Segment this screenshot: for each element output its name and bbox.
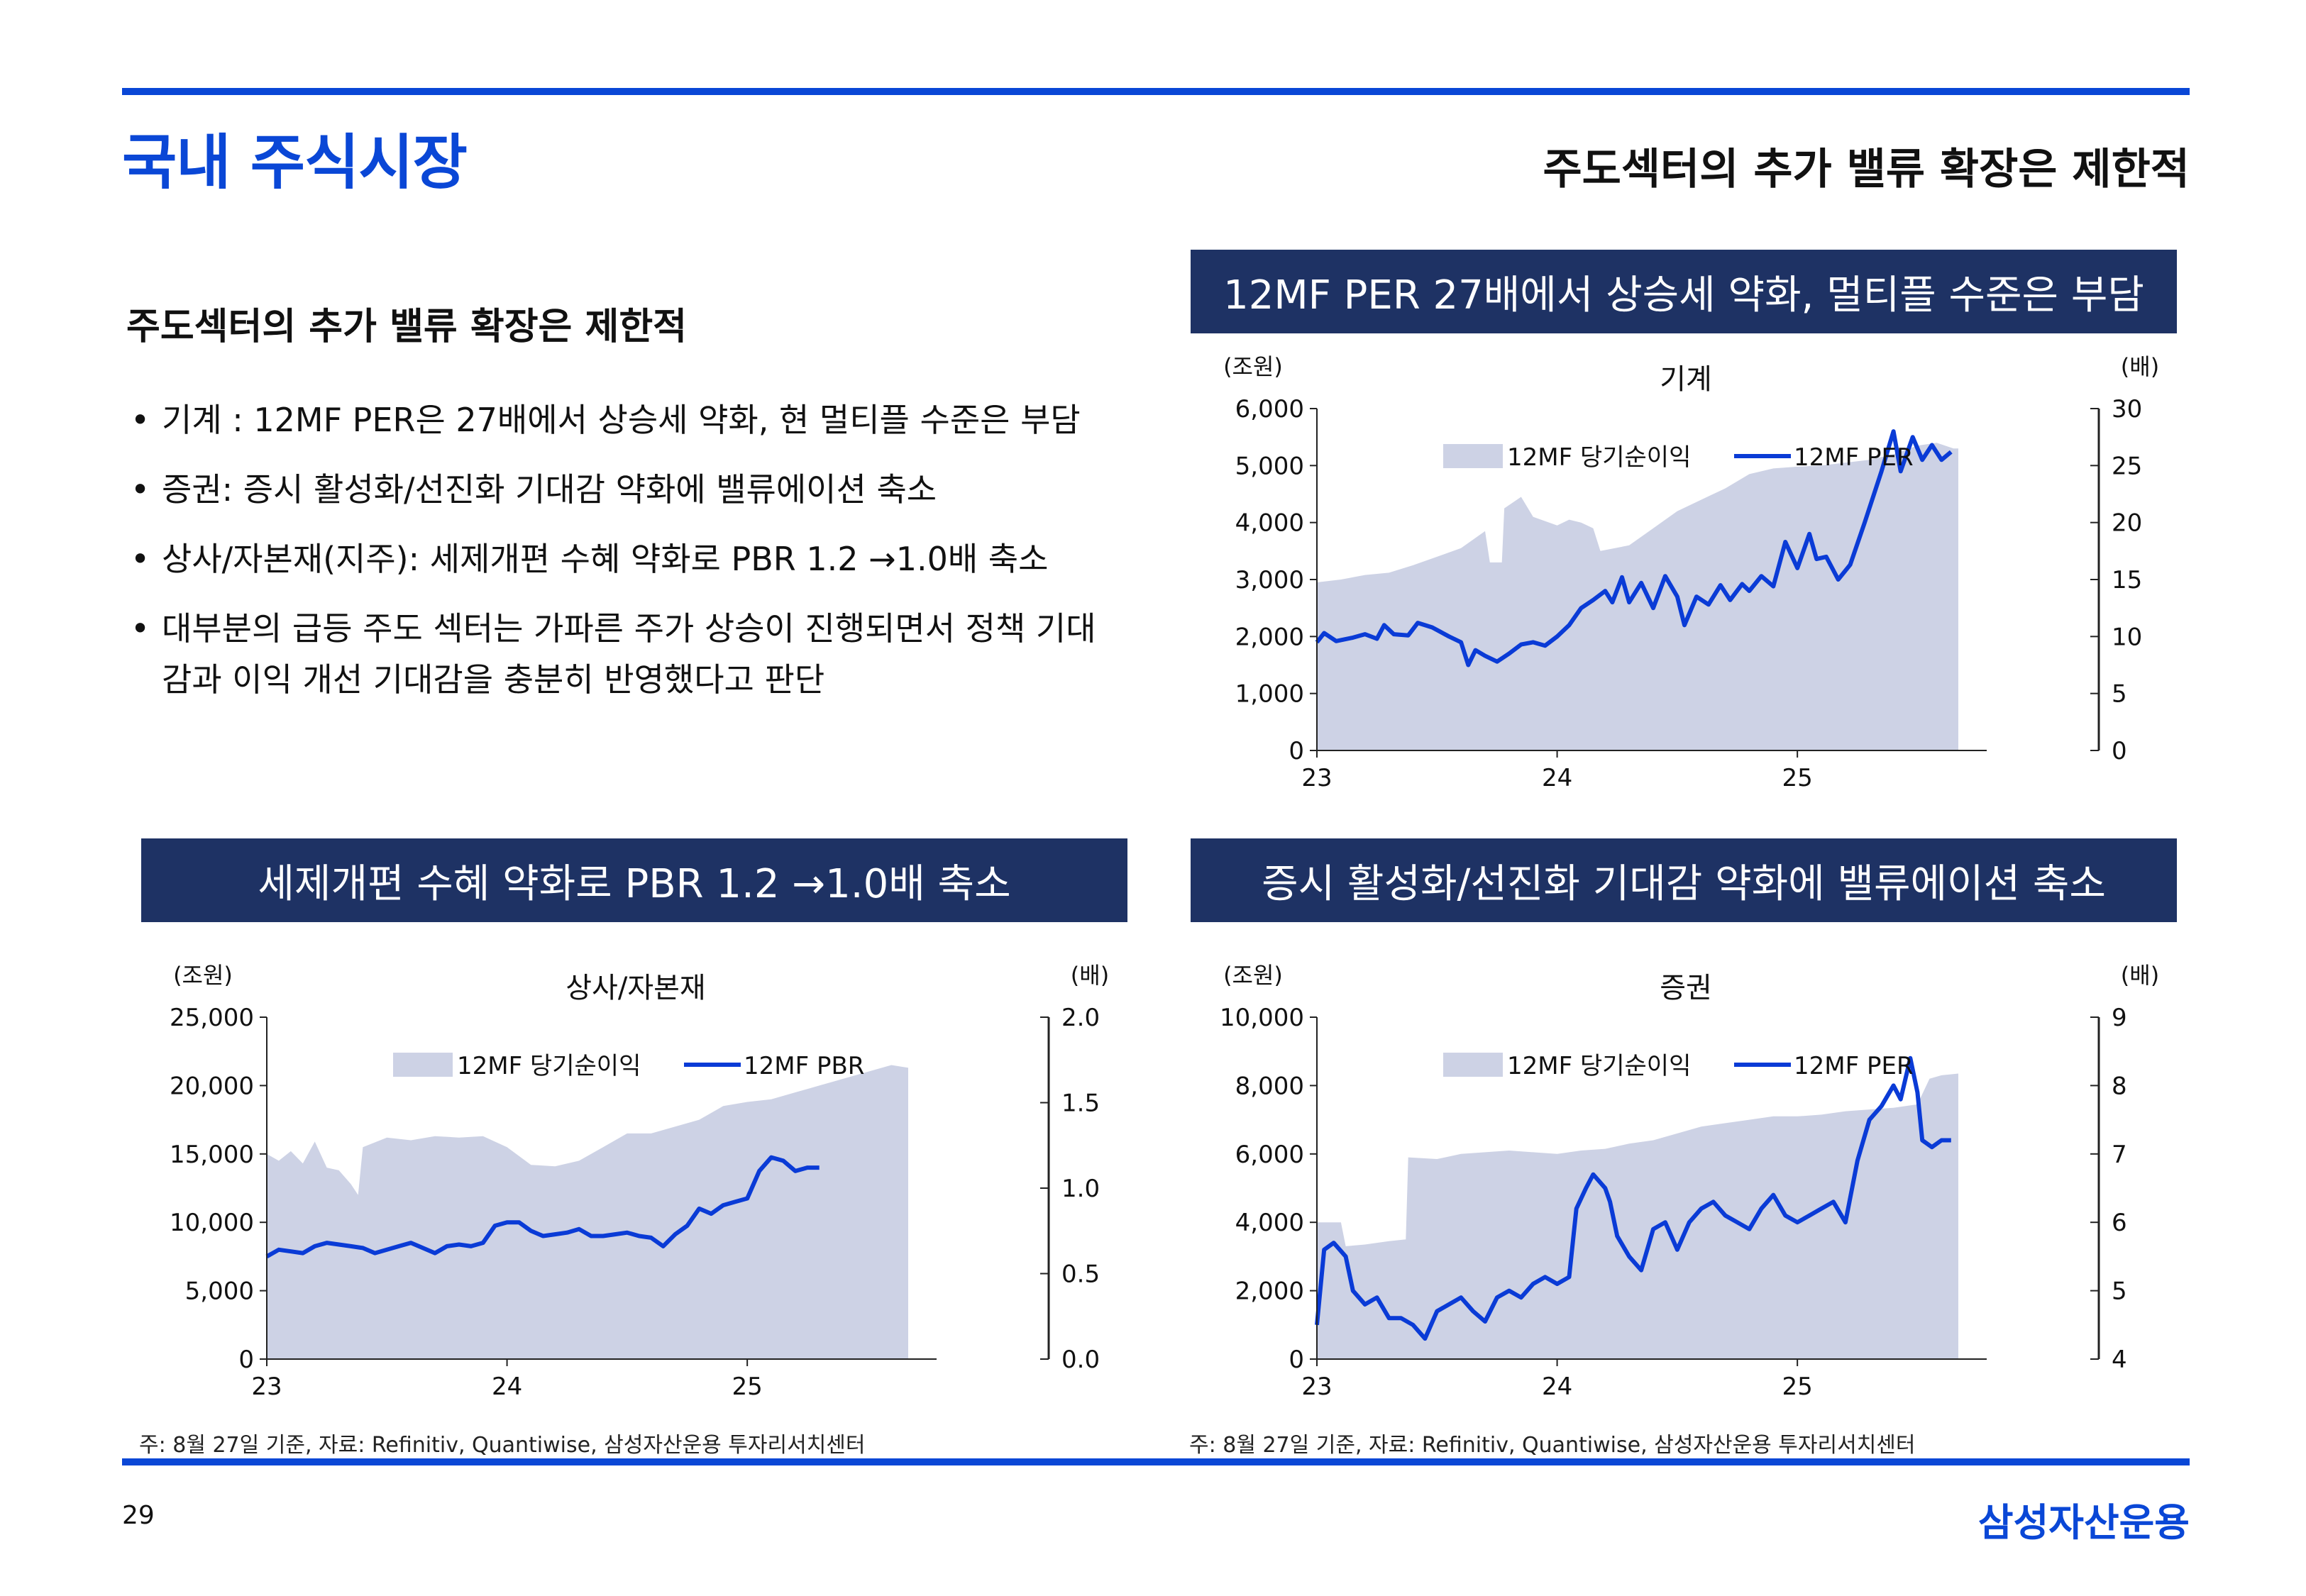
right-tick-label: 7 xyxy=(2112,1141,2127,1169)
right-tick-label: 25 xyxy=(2112,452,2142,480)
legend-area-label: 12MF 당기순이익 xyxy=(1507,1052,1691,1080)
bullet-item: 상사/자본재(지주): 세제개편 수혜 약화로 PBR 1.2 →1.0배 축소 xyxy=(131,533,1124,584)
legend-line-label: 12MF PER xyxy=(1794,1052,1914,1080)
left-tick-label: 0 xyxy=(1289,737,1304,765)
bullet-item: 증권: 증시 활성화/선진화 기대감 약화에 밸류에이션 축소 xyxy=(131,464,1124,515)
left-tick-label: 0 xyxy=(238,1346,254,1374)
x-tick-label: 24 xyxy=(492,1373,522,1401)
right-axis-unit: (배) xyxy=(2121,962,2159,989)
x-tick-label: 25 xyxy=(1782,764,1813,792)
chart-title: 상사/자본재 xyxy=(566,972,705,1004)
left-tick-label: 4,000 xyxy=(1235,509,1304,538)
chart-machinery: (조원) (배) 기계 0 1,000 2,000 3,000 4,000 5,000 6,000… xyxy=(1223,353,2159,792)
left-tick-label: 5,000 xyxy=(1235,452,1304,480)
bullet-item: 기계 : 12MF PER은 27배에서 상승세 약화, 현 멀티플 수준은 부… xyxy=(131,394,1124,445)
series-area xyxy=(1317,1073,1958,1359)
legend-area-label: 12MF 당기순이익 xyxy=(1507,443,1691,472)
x-tick-label: 24 xyxy=(1542,764,1572,792)
x-tick-label: 24 xyxy=(1542,1373,1572,1401)
right-tick-label: 20 xyxy=(2112,509,2142,538)
header-rule xyxy=(122,88,2190,95)
right-tick-label: 4 xyxy=(2112,1346,2127,1374)
series-area xyxy=(1317,443,1958,750)
left-tick-label: 15,000 xyxy=(170,1141,254,1169)
left-tick-label: 5,000 xyxy=(185,1278,254,1306)
chart-title: 기계 xyxy=(1660,363,1712,396)
series-line xyxy=(1315,1055,1951,1341)
legend-line-label: 12MF PER xyxy=(1794,443,1914,472)
left-axis-unit: (조원) xyxy=(1223,353,1283,380)
left-tick-label: 10,000 xyxy=(170,1209,254,1237)
legend-area-swatch xyxy=(393,1053,453,1077)
series-line xyxy=(265,1155,820,1259)
left-axis-unit: (조원) xyxy=(1223,962,1283,989)
chart-title: 증권 xyxy=(1660,972,1712,1004)
x-tick-label: 25 xyxy=(1782,1373,1813,1401)
left-tick-label: 8,000 xyxy=(1235,1072,1304,1100)
page-number: 29 xyxy=(122,1501,155,1530)
right-tick-label: 5 xyxy=(2112,1278,2127,1306)
page-title: 국내 주식시장 xyxy=(122,128,468,197)
right-axis-unit: (배) xyxy=(1071,962,1109,989)
legend-area-label: 12MF 당기순이익 xyxy=(457,1052,641,1080)
legend-area-swatch xyxy=(1443,444,1503,468)
chart-trading: (조원) (배) 상사/자본재 0 5,000 10,000 15,000 20,000 25,… xyxy=(170,962,1109,1401)
series-line xyxy=(1315,429,1953,667)
right-tick-label: 10 xyxy=(2112,623,2142,651)
left-tick-label: 4,000 xyxy=(1235,1209,1304,1237)
brand-logo: 삼성자산운용 xyxy=(1977,1500,2190,1545)
x-tick-label: 23 xyxy=(1301,1373,1332,1401)
left-tick-label: 6,000 xyxy=(1235,1141,1304,1169)
chart-securities: (조원) (배) 증권 0 2,000 4,000 6,000 8,000 10,000 4 5 6 7… xyxy=(1220,962,2159,1401)
right-tick-label: 9 xyxy=(2112,1004,2127,1032)
right-tick-label: 5 xyxy=(2112,680,2127,709)
source-note-left: 주: 8월 27일 기준, 자료: Refinitiv, Quantiwise,… xyxy=(139,1433,866,1458)
x-tick-label: 23 xyxy=(1301,764,1332,792)
banner-trading: 세제개편 수혜 약화로 PBR 1.2 →1.0배 축소 xyxy=(141,838,1127,922)
right-tick-label: 30 xyxy=(2112,395,2142,423)
page-subtitle: 주도섹터의 추가 밸류 확장은 제한적 xyxy=(1543,145,2190,194)
banner-machinery: 12MF PER 27배에서 상승세 약화, 멀티플 수준은 부담 xyxy=(1191,250,2177,333)
left-tick-label: 6,000 xyxy=(1235,395,1304,423)
source-note-right: 주: 8월 27일 기준, 자료: Refinitiv, Quantiwise,… xyxy=(1189,1433,1916,1458)
left-tick-label: 1,000 xyxy=(1235,680,1304,709)
x-tick-label: 25 xyxy=(732,1373,763,1401)
left-tick-label: 3,000 xyxy=(1235,566,1304,594)
bullet-list: 기계 : 12MF PER은 27배에서 상승세 약화, 현 멀티플 수준은 부… xyxy=(131,394,1124,724)
left-tick-label: 0 xyxy=(1289,1346,1304,1374)
legend-line-label: 12MF PBR xyxy=(744,1052,864,1080)
right-tick-label: 1.5 xyxy=(1061,1090,1100,1118)
right-tick-label: 2.0 xyxy=(1061,1004,1100,1032)
footer-rule xyxy=(122,1458,2190,1465)
left-tick-label: 25,000 xyxy=(170,1004,254,1032)
right-tick-label: 8 xyxy=(2112,1072,2127,1100)
series-area xyxy=(267,1065,908,1359)
x-tick-label: 23 xyxy=(251,1373,282,1401)
left-tick-label: 10,000 xyxy=(1220,1004,1304,1032)
right-tick-label: 6 xyxy=(2112,1209,2127,1237)
right-tick-label: 1.0 xyxy=(1061,1175,1100,1203)
left-axis-unit: (조원) xyxy=(173,962,233,989)
banner-securities: 증시 활성화/선진화 기대감 약화에 밸류에이션 축소 xyxy=(1191,838,2177,922)
right-tick-label: 0.5 xyxy=(1061,1260,1100,1289)
right-axis-unit: (배) xyxy=(2121,353,2159,380)
bullet-item: 대부분의 급등 주도 섹터는 가파른 주가 상승이 진행되면서 정책 기대감과 … xyxy=(131,603,1124,705)
left-tick-label: 20,000 xyxy=(170,1072,254,1100)
section-heading: 주도섹터의 추가 밸류 확장은 제한적 xyxy=(126,306,688,348)
legend-area-swatch xyxy=(1443,1053,1503,1077)
right-tick-label: 15 xyxy=(2112,566,2142,594)
left-tick-label: 2,000 xyxy=(1235,623,1304,651)
right-tick-label: 0.0 xyxy=(1061,1346,1100,1374)
right-tick-label: 0 xyxy=(2112,737,2127,765)
left-tick-label: 2,000 xyxy=(1235,1278,1304,1306)
